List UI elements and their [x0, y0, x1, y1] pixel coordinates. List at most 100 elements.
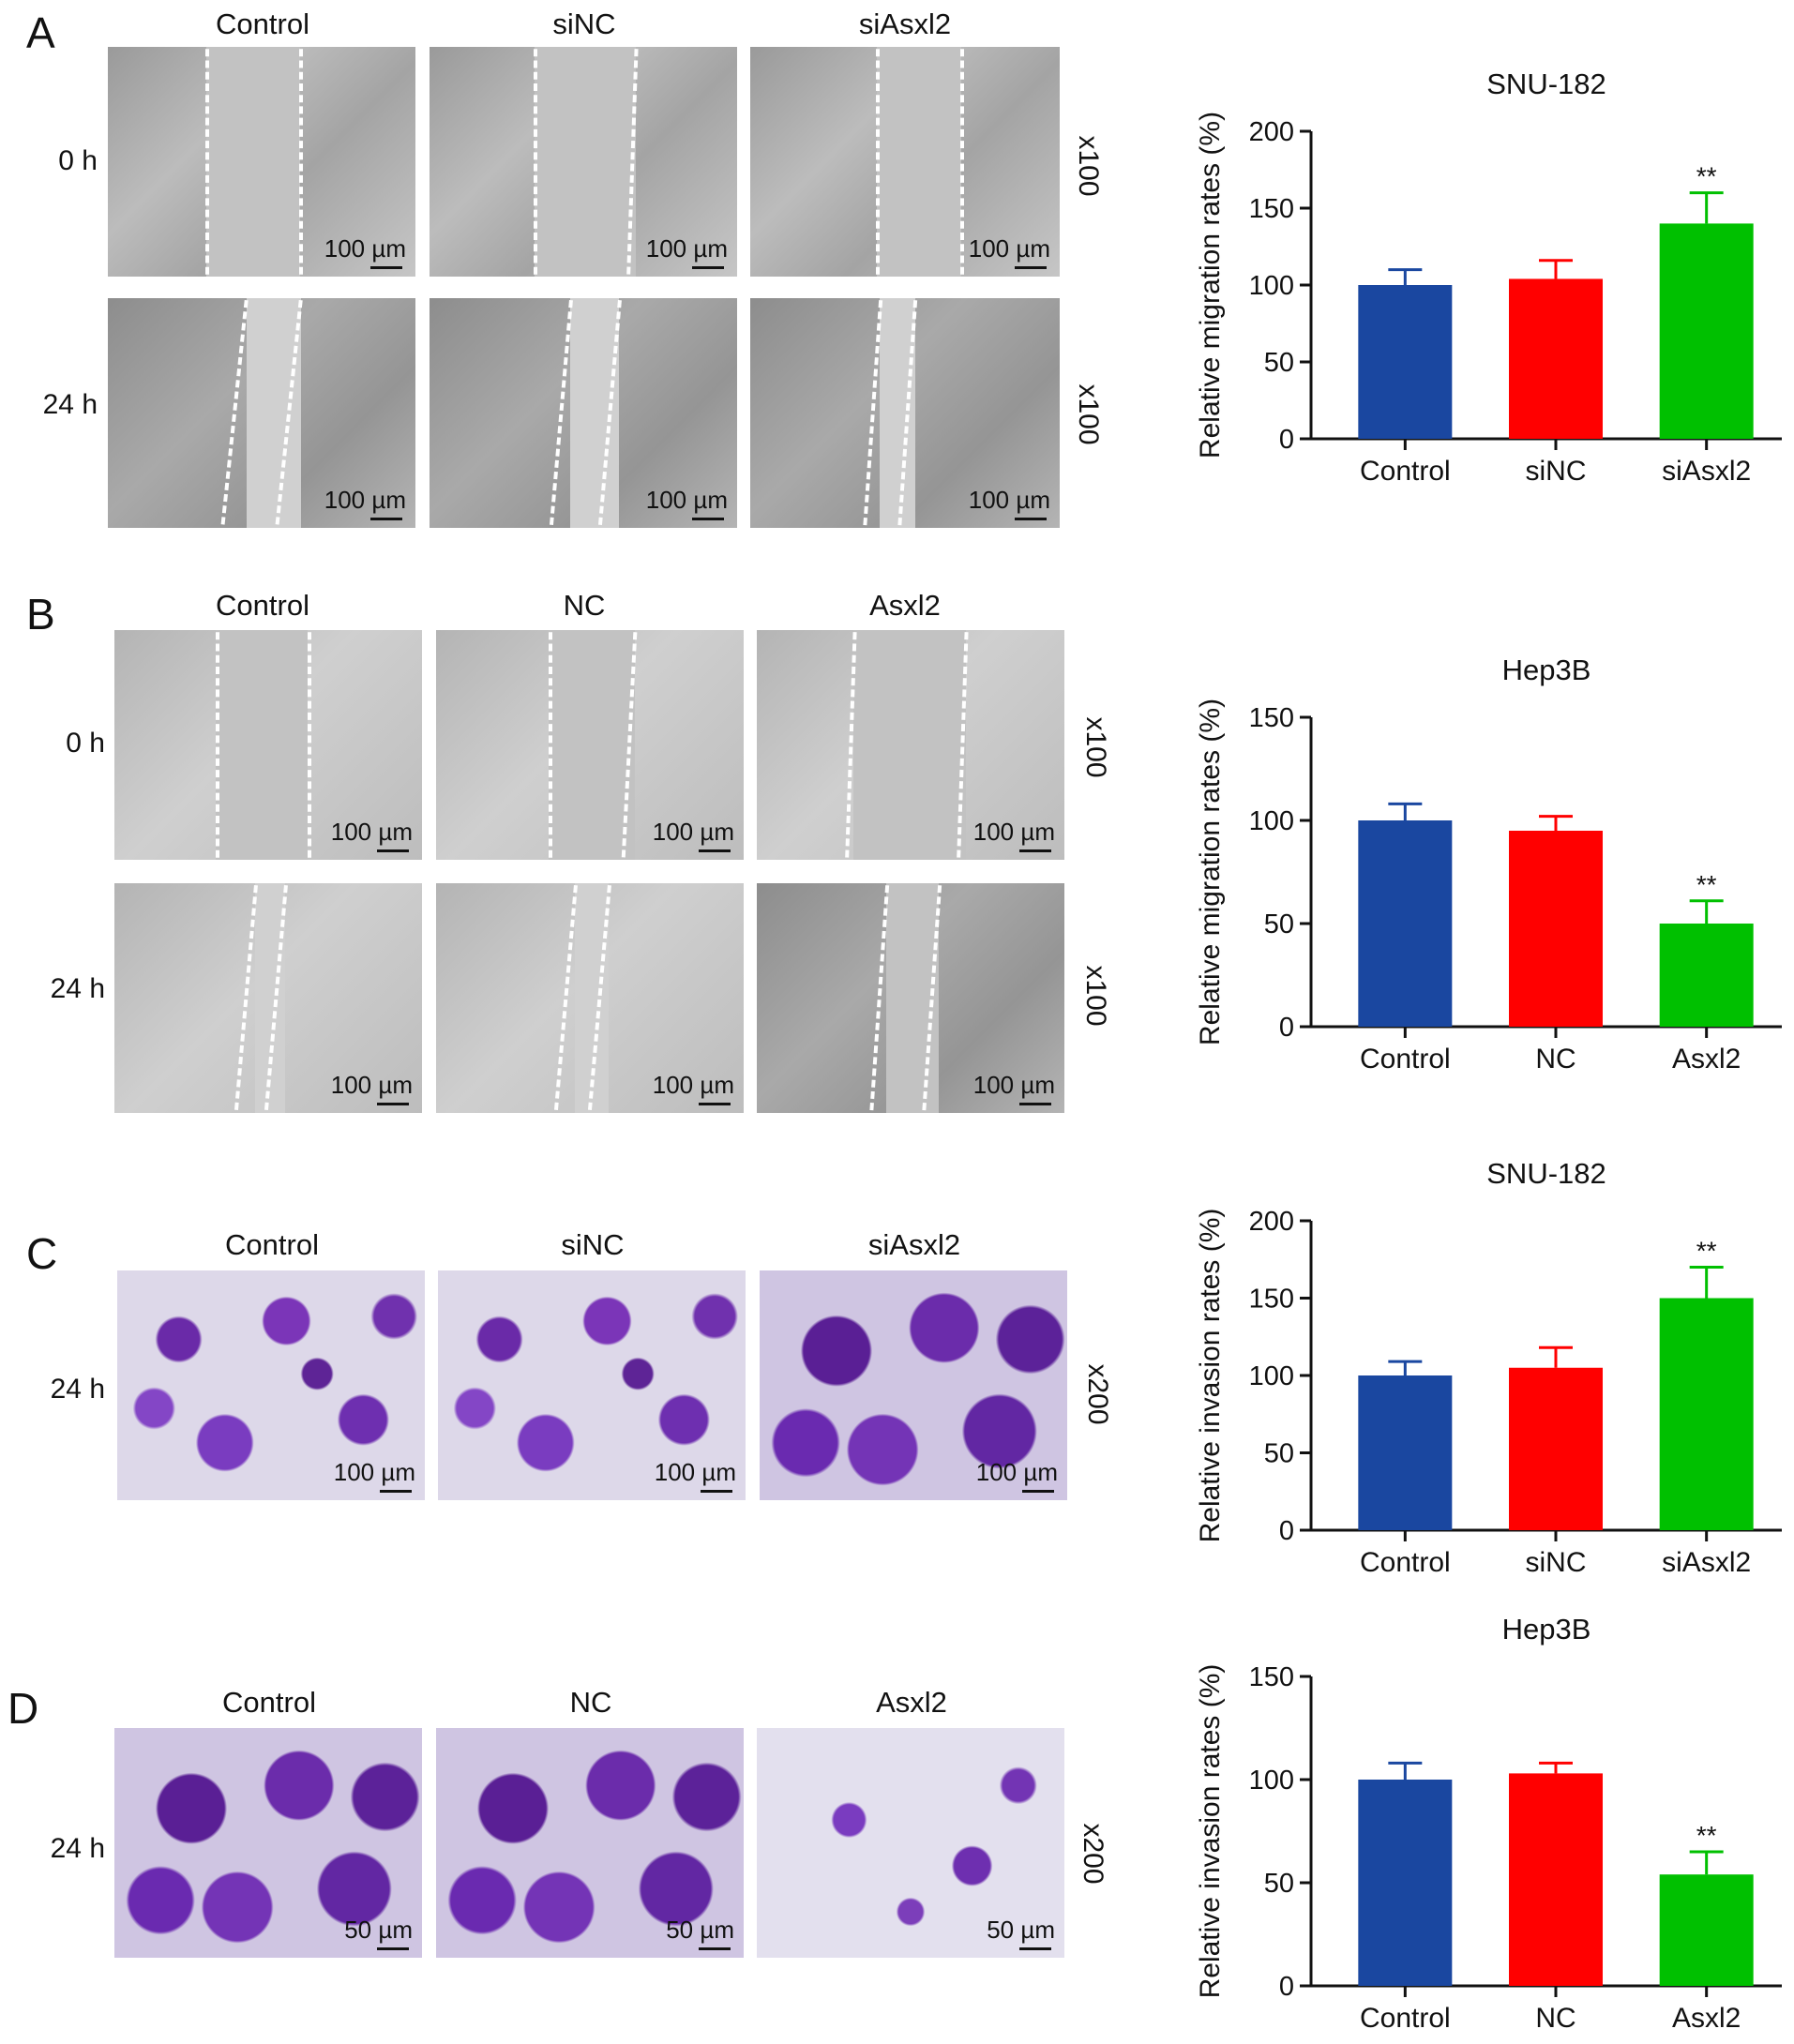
magnification-label: x100 [1080, 716, 1111, 778]
bar-chart-hep3b-invasion: Hep3B Relative invasion rates (%) 0 50 100 15… [1195, 1613, 1782, 2034]
scale-bar [1019, 1103, 1051, 1105]
scale-label: 100 µm [968, 234, 1050, 263]
column-title-control: Control [222, 1686, 316, 1719]
column-title-siasxl2: siAsxl2 [867, 1228, 961, 1261]
bar-chart-snu182-invasion: SNU-182 Relative invasion rates (%) 0 50 100… [1195, 1157, 1782, 1578]
y-tick-label: 100 [1249, 271, 1294, 301]
significance-marker: ** [1696, 1237, 1717, 1266]
micrograph-a-siasxl2-24h: 100 µm [750, 298, 1060, 528]
row-label-0h: 0 h [66, 728, 105, 759]
bar-chart-snu182-migration: SNU-182 Relative migration rates (%) 0 50 10… [1195, 68, 1782, 487]
x-tick-label: NC [1535, 2003, 1575, 2034]
bar-control [1358, 1780, 1453, 1986]
y-tick-label: 150 [1249, 1662, 1294, 1692]
column-title-siasxl2: siAsxl2 [858, 8, 952, 40]
y-tick-label: 50 [1264, 909, 1294, 939]
column-title-sinc: siNC [552, 8, 616, 40]
bar-control [1358, 820, 1453, 1027]
scale-bar [1019, 849, 1051, 852]
scale-label: 50 µm [987, 1916, 1055, 1944]
significance-marker: ** [1696, 162, 1717, 191]
scale-label: 100 µm [972, 818, 1055, 846]
column-title-nc: NC [569, 1686, 612, 1719]
bar-sinc [1509, 278, 1603, 439]
y-tick-label: 50 [1264, 1439, 1294, 1469]
panel-letter-c: C [26, 1229, 58, 1278]
micrograph-b-control-24h: 100 µm [114, 883, 422, 1113]
panel-letter-d: D [8, 1684, 39, 1733]
row-label-0h: 0 h [58, 145, 98, 176]
scale-bar [699, 1103, 731, 1105]
chart-title: Hep3B [1502, 1613, 1591, 1646]
scale-label: 100 µm [333, 1458, 415, 1486]
scale-label: 100 µm [324, 486, 406, 514]
column-title-control: Control [225, 1228, 319, 1261]
scale-label: 100 µm [652, 818, 734, 846]
scale-bar [699, 849, 731, 852]
magnification-label: x200 [1078, 1823, 1108, 1885]
magnification-label: x100 [1080, 965, 1111, 1027]
scale-bar [701, 1490, 732, 1493]
row-label-24h: 24 h [50, 1833, 105, 1864]
scale-label: 50 µm [666, 1916, 734, 1944]
micrograph-d-control: 50 µm [114, 1728, 422, 1958]
column-title-control: Control [216, 8, 309, 40]
x-tick-label: siNC [1526, 456, 1587, 487]
y-tick-label: 200 [1249, 1207, 1294, 1237]
micrograph-c-siasxl2: 100 µm [760, 1270, 1067, 1500]
y-tick-label: 150 [1249, 194, 1294, 224]
significance-marker: ** [1696, 870, 1717, 899]
x-tick-label: siAsxl2 [1662, 1547, 1751, 1578]
x-tick-label: Asxl2 [1672, 1044, 1741, 1075]
row-label-24h: 24 h [50, 973, 105, 1004]
bar-chart-hep3b-migration: Hep3B Relative migration rates (%) 0 50 100 1… [1195, 654, 1782, 1075]
scale-bar [370, 518, 402, 520]
micrograph-c-control: 100 µm [117, 1270, 425, 1500]
scale-bar [1015, 518, 1047, 520]
scale-label: 50 µm [344, 1916, 413, 1944]
row-label-24h: 24 h [42, 389, 98, 420]
micrograph-b-asxl2-0h: 100 µm [757, 630, 1064, 860]
scale-label: 100 µm [652, 1071, 734, 1099]
magnification-label: x100 [1073, 383, 1104, 445]
y-axis-label: Relative invasion rates (%) [1195, 1664, 1226, 1999]
micrograph-a-control-0h: 100 µm [108, 47, 415, 277]
micrograph-a-control-24h: 100 µm [108, 298, 415, 528]
x-tick-label: Asxl2 [1672, 2003, 1741, 2034]
micrograph-a-sinc-0h: 100 µm [430, 47, 737, 277]
y-axis-label: Relative invasion rates (%) [1195, 1209, 1226, 1543]
y-axis-label: Relative migration rates (%) [1195, 699, 1226, 1045]
y-tick-label: 0 [1279, 1013, 1294, 1043]
bar-nc [1509, 1773, 1603, 1986]
bar-siasxl2 [1659, 223, 1754, 439]
column-title-control: Control [216, 589, 309, 622]
x-tick-label: Control [1360, 2003, 1451, 2034]
magnification-label: x100 [1073, 135, 1104, 197]
y-tick-label: 0 [1279, 425, 1294, 455]
y-tick-label: 100 [1249, 806, 1294, 836]
y-axis-label: Relative migration rates (%) [1195, 112, 1226, 458]
bar-asxl2 [1659, 1874, 1754, 1986]
micrograph-d-asxl2: 50 µm [757, 1728, 1064, 1958]
scale-label: 100 µm [654, 1458, 736, 1486]
significance-marker: ** [1696, 1821, 1717, 1850]
x-tick-label: NC [1535, 1044, 1575, 1075]
micrograph-c-sinc: 100 µm [438, 1270, 746, 1500]
micrograph-a-siasxl2-0h: 100 µm [750, 47, 1060, 277]
scale-label: 100 µm [975, 1458, 1058, 1486]
y-tick-label: 150 [1249, 703, 1294, 733]
y-tick-label: 100 [1249, 1766, 1294, 1796]
scale-bar [1019, 1947, 1051, 1950]
bar-control [1358, 1375, 1453, 1530]
scale-bar [377, 1947, 409, 1950]
x-tick-label: Control [1360, 456, 1451, 487]
y-tick-label: 100 [1249, 1361, 1294, 1391]
x-tick-label: Control [1360, 1044, 1451, 1075]
column-title-asxl2: Asxl2 [869, 589, 941, 622]
scale-bar [692, 266, 724, 269]
x-tick-label: siAsxl2 [1662, 456, 1751, 487]
scale-bar [370, 266, 402, 269]
scale-label: 100 µm [330, 1071, 413, 1099]
column-title-nc: NC [563, 589, 606, 622]
scale-bar [377, 1103, 409, 1105]
